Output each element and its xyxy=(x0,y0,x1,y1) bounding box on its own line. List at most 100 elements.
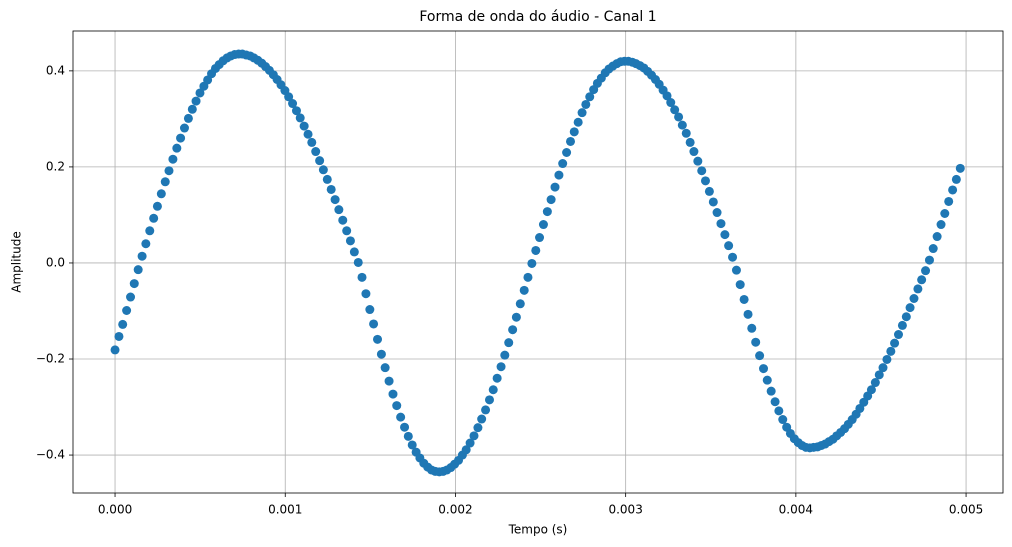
x-tick-label: 0.005 xyxy=(949,503,983,517)
data-point xyxy=(913,284,923,294)
data-point xyxy=(187,104,197,114)
data-point xyxy=(307,137,317,147)
data-point xyxy=(573,117,583,127)
data-point xyxy=(380,363,390,373)
data-point xyxy=(731,265,741,275)
data-point xyxy=(762,375,772,385)
data-point xyxy=(496,362,506,372)
data-point xyxy=(882,354,892,364)
data-point xyxy=(318,165,328,175)
data-point xyxy=(890,338,900,348)
data-point xyxy=(508,325,518,335)
data-point xyxy=(195,88,205,98)
data-point xyxy=(755,351,765,361)
data-point xyxy=(492,373,502,383)
data-point xyxy=(716,219,726,229)
data-point xyxy=(531,245,541,255)
data-point xyxy=(477,414,487,424)
data-point xyxy=(577,108,587,118)
data-point xyxy=(917,275,927,285)
data-point xyxy=(766,386,776,396)
data-point xyxy=(774,406,784,416)
data-point xyxy=(407,440,417,450)
data-point xyxy=(400,422,410,432)
data-point xyxy=(674,112,684,122)
data-point xyxy=(747,323,757,333)
data-point xyxy=(403,431,413,441)
data-point xyxy=(149,213,159,223)
data-point xyxy=(299,121,309,131)
data-point xyxy=(585,92,595,102)
data-point xyxy=(342,226,352,236)
data-point xyxy=(515,299,525,309)
data-point xyxy=(893,330,903,340)
data-point xyxy=(778,415,788,425)
data-point xyxy=(704,186,714,196)
data-point xyxy=(303,129,313,139)
data-point xyxy=(759,364,769,374)
data-point xyxy=(693,156,703,166)
data-point xyxy=(542,207,552,217)
data-point xyxy=(384,376,394,386)
x-tick-label: 0.000 xyxy=(98,503,132,517)
data-point xyxy=(349,247,359,257)
data-point xyxy=(558,159,568,169)
data-point xyxy=(712,208,722,218)
data-point xyxy=(137,251,147,261)
data-point xyxy=(295,113,305,123)
data-point xyxy=(365,305,375,315)
data-point xyxy=(724,241,734,251)
data-point xyxy=(928,244,938,254)
data-point xyxy=(500,350,510,360)
data-point xyxy=(465,438,475,448)
data-point xyxy=(291,106,301,116)
data-point xyxy=(685,137,695,147)
y-tick-label: −0.4 xyxy=(36,448,65,462)
data-point xyxy=(376,349,386,359)
data-point xyxy=(955,163,965,173)
data-point xyxy=(921,266,931,276)
data-point xyxy=(901,312,911,322)
data-point xyxy=(948,185,958,195)
data-point xyxy=(878,363,888,373)
data-point xyxy=(284,92,294,102)
y-tick-label: 0.0 xyxy=(46,255,65,269)
data-point xyxy=(527,258,537,268)
data-point xyxy=(330,195,340,205)
y-tick-label: 0.4 xyxy=(46,63,65,77)
x-tick-label: 0.003 xyxy=(608,503,642,517)
x-tick-label: 0.001 xyxy=(268,503,302,517)
data-point xyxy=(519,285,529,295)
data-point xyxy=(546,195,556,205)
data-point xyxy=(739,294,749,304)
data-point xyxy=(562,148,572,158)
data-point xyxy=(689,147,699,157)
data-point xyxy=(156,189,166,199)
data-point xyxy=(909,293,919,303)
data-point xyxy=(461,445,471,455)
data-point xyxy=(152,201,162,211)
data-point xyxy=(396,412,406,422)
data-point xyxy=(886,346,896,356)
data-point xyxy=(183,113,193,123)
data-point xyxy=(770,397,780,407)
data-point xyxy=(936,220,946,230)
data-point xyxy=(677,120,687,130)
data-point xyxy=(372,334,382,344)
data-point xyxy=(581,99,591,109)
x-tick-label: 0.002 xyxy=(438,503,472,517)
data-point xyxy=(697,166,707,176)
data-point xyxy=(735,280,745,290)
data-point xyxy=(951,174,961,184)
data-point xyxy=(488,385,498,395)
data-point xyxy=(322,174,332,184)
data-point xyxy=(357,272,367,282)
data-point xyxy=(751,337,761,347)
data-point xyxy=(345,236,355,246)
data-point xyxy=(141,239,151,249)
data-point xyxy=(897,320,907,330)
data-point xyxy=(176,133,186,143)
data-point xyxy=(469,431,479,441)
